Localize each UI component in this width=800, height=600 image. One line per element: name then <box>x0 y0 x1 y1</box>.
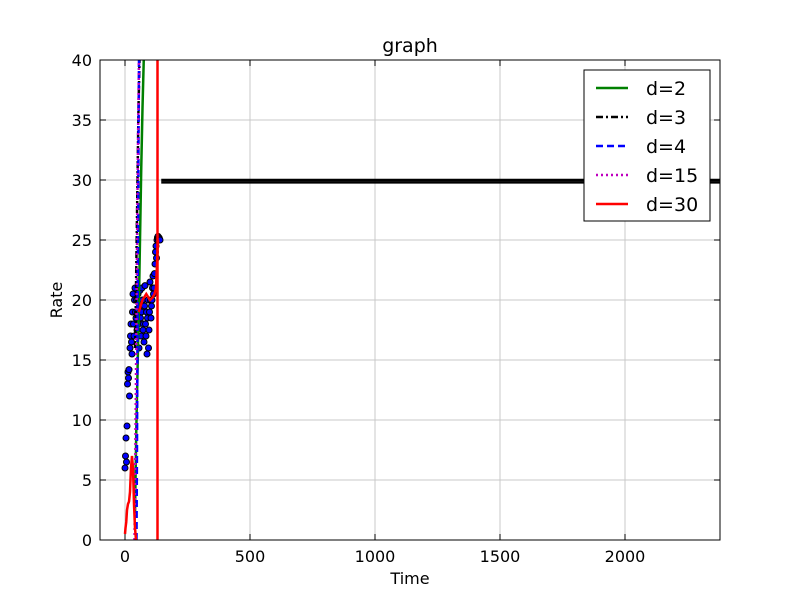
scatter-point <box>123 422 131 430</box>
y-tick-label: 25 <box>72 231 92 250</box>
legend-label: d=2 <box>646 78 686 100</box>
scatter-point <box>126 344 134 352</box>
series-line-d-15 <box>133 60 141 540</box>
scatter-point <box>148 302 155 310</box>
x-tick-label: 0 <box>120 547 130 566</box>
chart-title: graph <box>382 35 438 57</box>
legend-label: d=15 <box>646 165 698 187</box>
scatter-point <box>123 458 130 466</box>
y-tick-label: 15 <box>72 351 92 370</box>
x-axis-label: Time <box>389 569 429 588</box>
scatter-point <box>128 350 136 358</box>
y-tick-label: 10 <box>72 411 92 430</box>
y-tick-label: 30 <box>72 171 92 190</box>
y-tick-label: 0 <box>82 531 92 550</box>
scatter-point <box>122 452 129 460</box>
scatter-point <box>146 308 153 316</box>
scatter-point <box>145 326 153 334</box>
x-tick-label: 1500 <box>480 547 521 566</box>
legend-box <box>583 69 711 222</box>
scatter-point <box>143 350 151 358</box>
scatter-point <box>125 366 133 374</box>
y-tick-label: 20 <box>72 291 92 310</box>
scatter-point <box>141 282 149 290</box>
axis-ticks: 0 500 1000 1500 2000 0 5 10 15 20 25 30 35 40 <box>72 51 720 566</box>
scatter-point <box>122 434 130 442</box>
legend-label: d=4 <box>646 136 686 158</box>
scatter-point <box>140 338 148 346</box>
series-line-d-30 <box>123 455 138 540</box>
scatter-point <box>126 392 133 400</box>
plot-area <box>121 60 720 540</box>
series-line-d-30-ramp <box>137 239 160 313</box>
x-tick-label: 1000 <box>355 547 396 566</box>
y-axis-label: Rate <box>47 282 66 319</box>
scatter-point <box>139 326 147 334</box>
scatter-point <box>121 464 129 472</box>
scatter-point <box>142 320 149 328</box>
scatter-point <box>142 332 150 340</box>
scatter-point <box>145 344 152 352</box>
y-tick-label: 40 <box>72 51 92 70</box>
scatter-point <box>146 278 154 286</box>
scatter-point <box>147 314 155 322</box>
y-tick-label: 35 <box>72 111 92 130</box>
y-tick-label: 5 <box>82 471 92 490</box>
scatter-point <box>124 380 131 388</box>
series-line-d-2 <box>133 60 145 517</box>
legend-label: d=3 <box>646 107 686 129</box>
x-tick-label: 2000 <box>605 547 646 566</box>
legend: d=2 d=3 d=4 d=15 d=30 <box>583 69 711 222</box>
legend-label: d=30 <box>646 194 698 216</box>
scatter-point <box>128 338 135 346</box>
scatter-point <box>125 374 132 382</box>
x-tick-label: 500 <box>235 547 266 566</box>
